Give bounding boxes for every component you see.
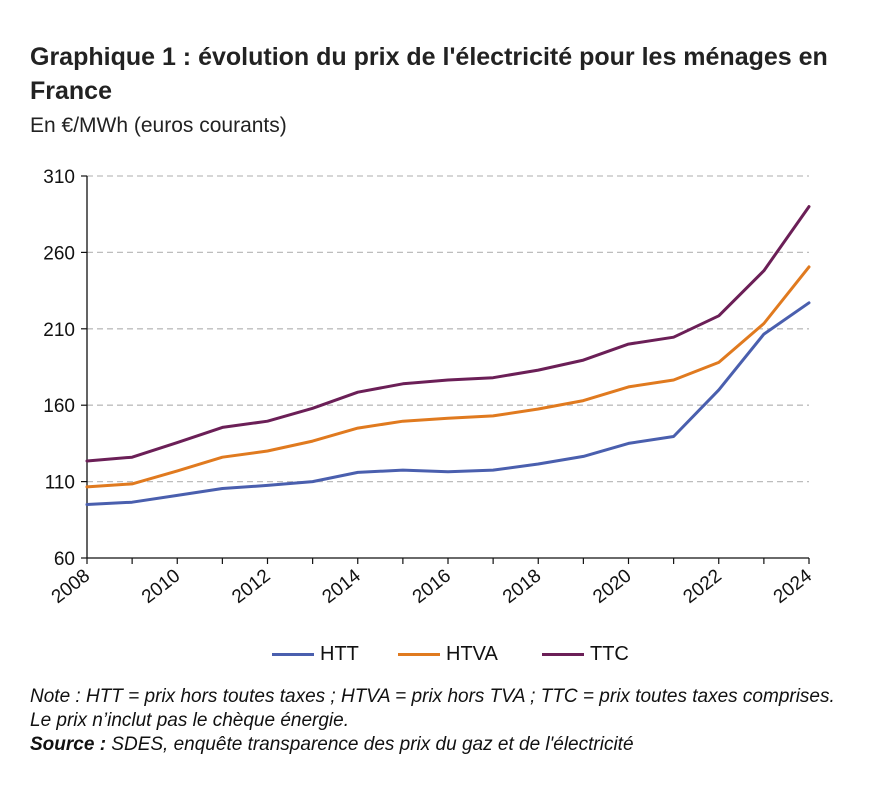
legend-label-htva: HTVA [446,643,498,665]
chart-subtitle: En €/MWh (euros courants) [30,114,287,137]
source-label: Source : [30,734,107,755]
tick-labels: 60 110 160 210 260 310 2008 2010 2012 2014 2016 201… [43,167,816,608]
series-line-htt [85,301,811,506]
x-tick-label-2022: 2022 [680,565,726,608]
x-tick-label-2012: 2012 [228,565,274,608]
x-tick-label-2014: 2014 [319,565,366,608]
legend-item-htva: HTVA [398,643,498,666]
series-lines [85,205,811,506]
y-tick-label-110: 110 [45,473,75,494]
source-text: SDES, enquête transparence des prix du g… [106,734,634,755]
legend-item-htt: HTT [272,643,359,666]
legend-swatch-ttc [542,653,584,656]
y-tick-label-310: 310 [43,167,75,188]
x-tick-label-2020: 2020 [589,565,635,608]
x-tick-label-2018: 2018 [499,565,545,608]
legend-label-htt: HTT [320,643,359,665]
series-line-ttc [85,205,811,463]
y-tick-label-160: 160 [43,396,75,417]
source-line: Source : SDES, enquête transparence des … [30,733,850,757]
chart-title: Graphique 1 : évolution du prix de l'éle… [30,43,828,105]
legend-swatch-htt [272,653,314,656]
note-text: Note : HTT = prix hors toutes taxes ; HT… [30,686,835,731]
grid-lines [87,175,809,483]
series-line-htva [85,265,811,489]
x-tick-label-2024: 2024 [770,565,817,608]
y-tick-label-210: 210 [43,320,75,341]
legend-item-ttc: TTC [542,643,629,666]
line-chart: 60 110 160 210 260 310 2008 2010 2012 2014 2016 201… [43,167,816,608]
y-tick-label-260: 260 [43,243,75,264]
x-tick-label-2008: 2008 [48,565,94,608]
x-tick-label-2010: 2010 [138,565,184,608]
axes [81,175,810,564]
chart-footnote: Note : HTT = prix hors toutes taxes ; HT… [30,685,850,757]
legend-swatch-htva [398,653,440,656]
chart-legend: HTT HTVA TTC [0,643,870,673]
y-tick-label-60: 60 [54,549,75,570]
x-tick-label-2016: 2016 [409,565,455,608]
legend-label-ttc: TTC [590,643,629,665]
